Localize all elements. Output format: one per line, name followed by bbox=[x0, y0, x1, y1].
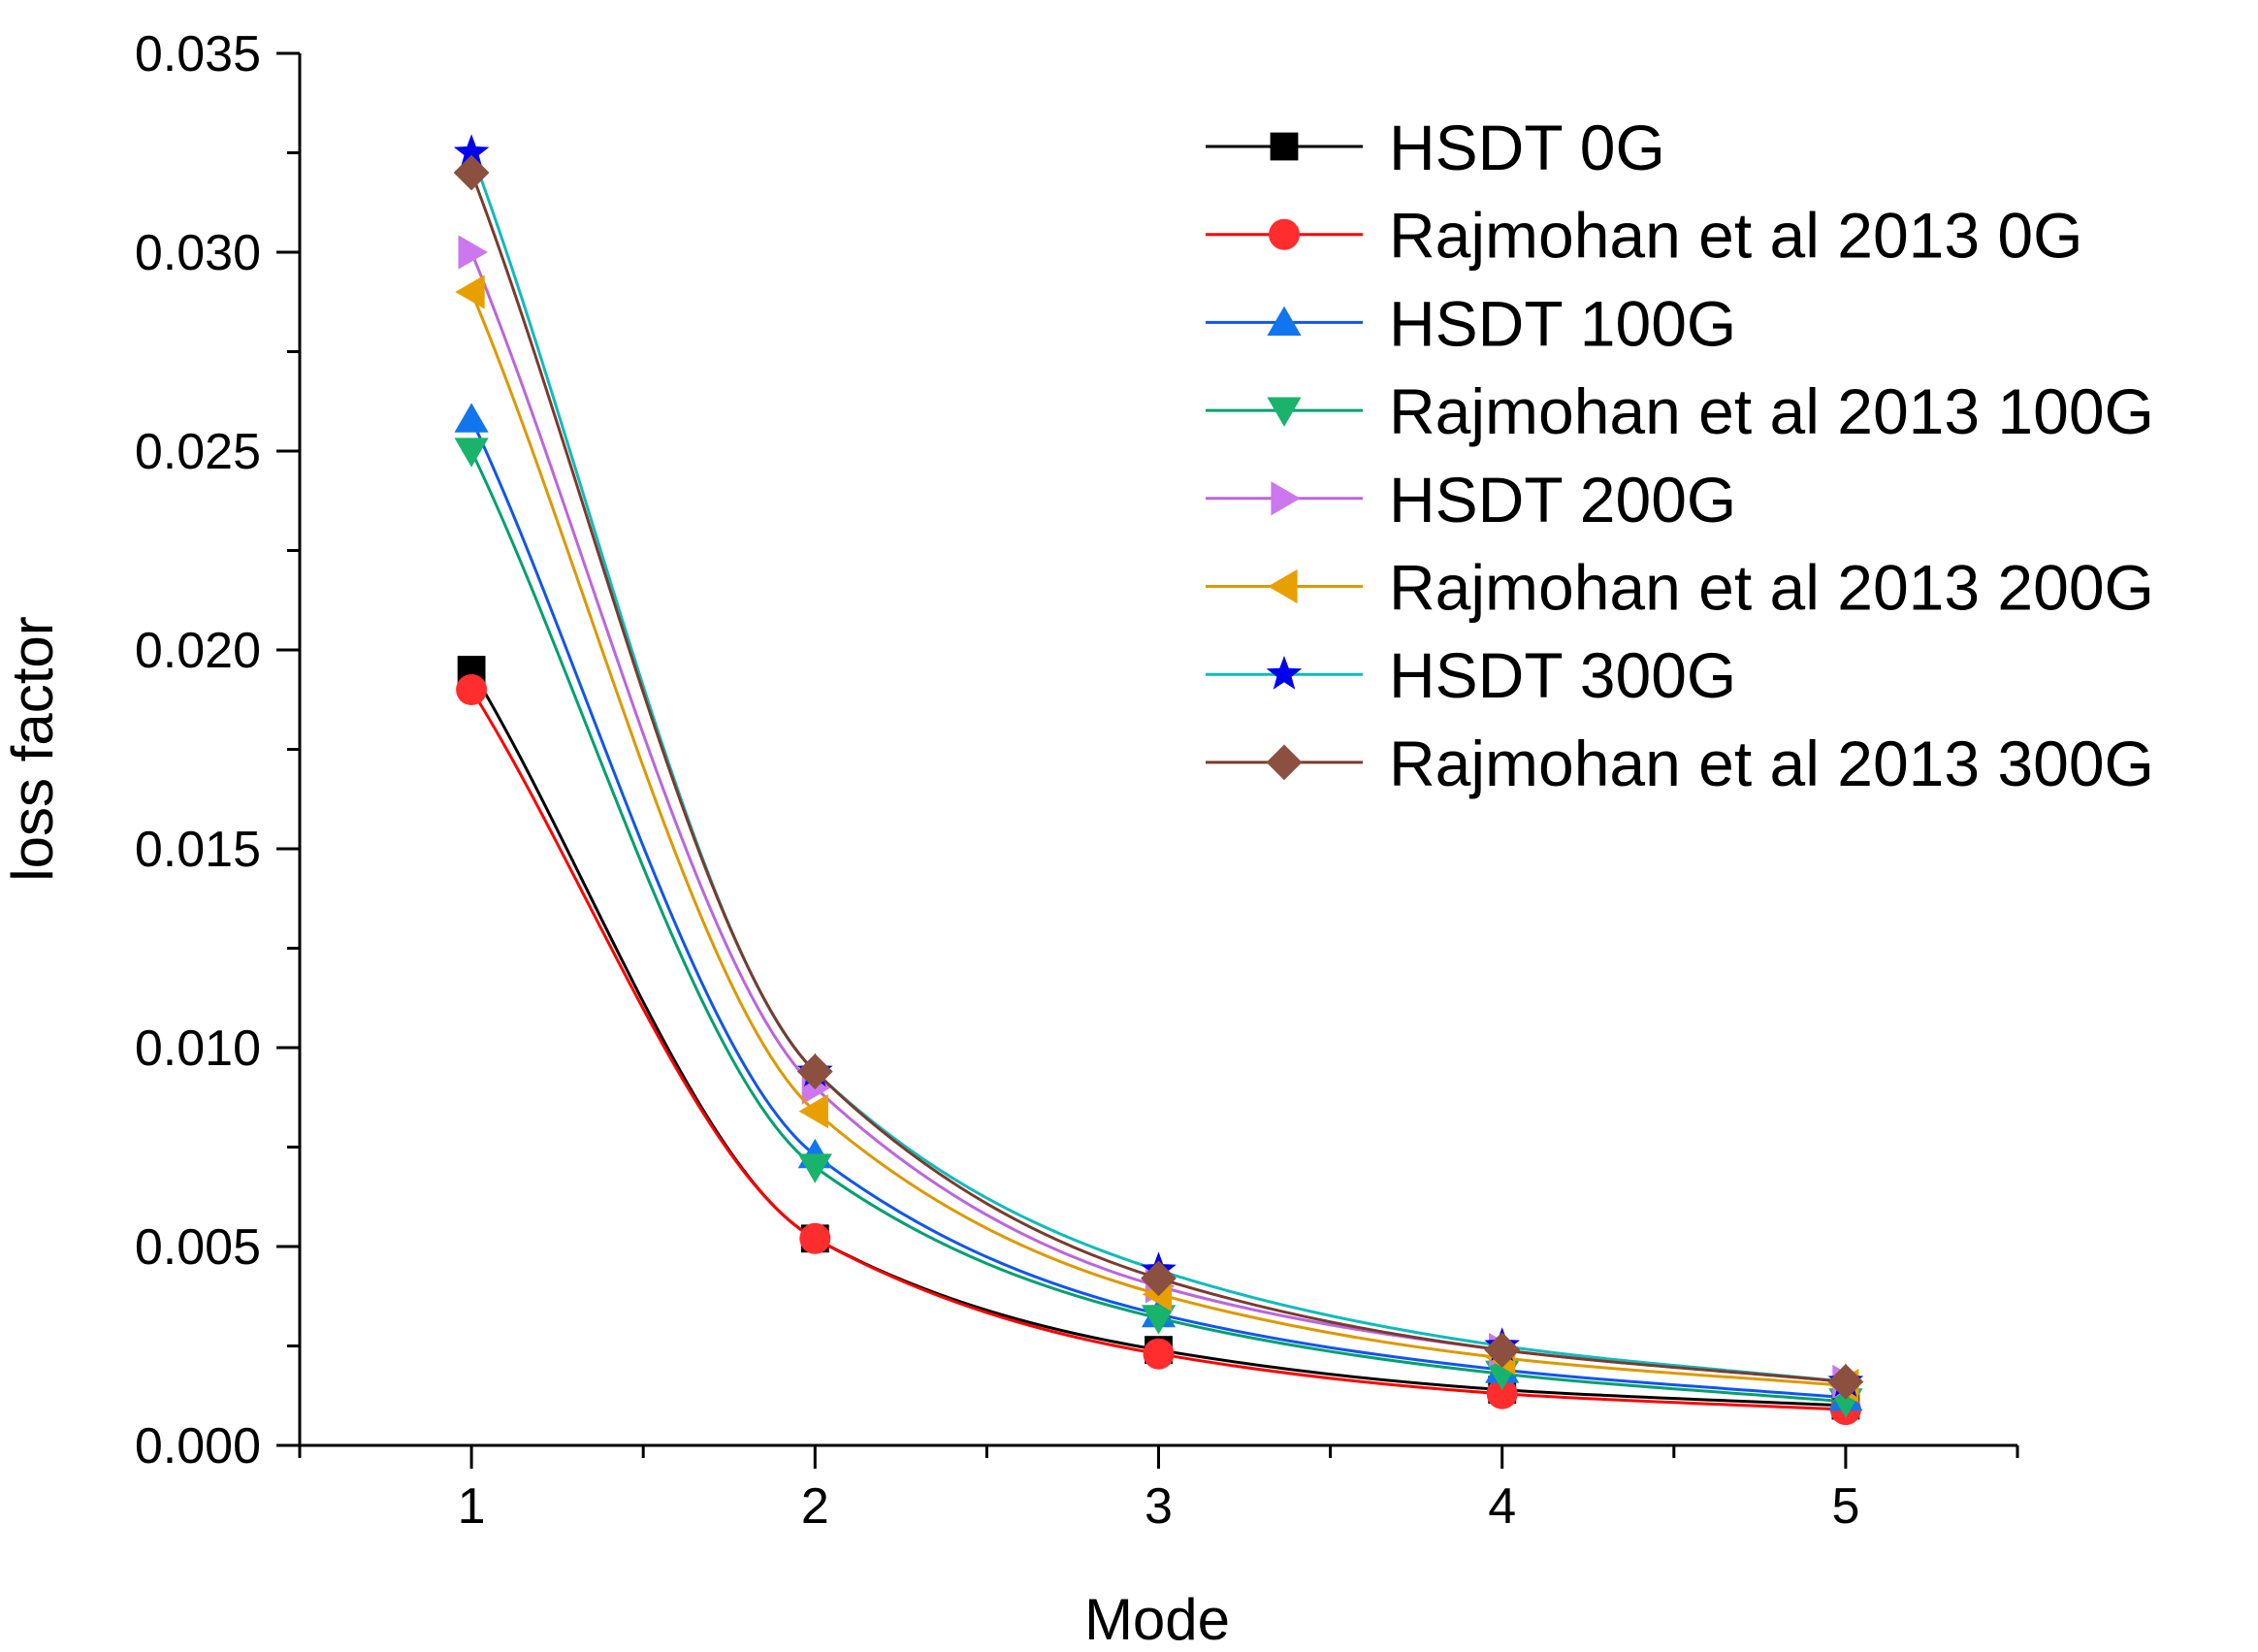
series-line bbox=[469, 668, 1846, 1408]
legend-label: HSDT 300G bbox=[1389, 639, 1736, 711]
series-line bbox=[469, 418, 1847, 1400]
y-tick-label: 0.030 bbox=[135, 225, 261, 281]
legend-item: HSDT 100G bbox=[1206, 287, 1736, 359]
plot-area bbox=[453, 134, 1864, 1426]
data-point-marker bbox=[454, 403, 489, 433]
legend-marker bbox=[1269, 218, 1300, 250]
x-axis-title: Mode bbox=[1084, 1587, 1230, 1652]
y-tick-label: 0.035 bbox=[135, 26, 261, 82]
data-point-marker bbox=[799, 1222, 831, 1254]
legend-marker bbox=[1266, 656, 1303, 690]
series-8 bbox=[453, 154, 1864, 1400]
series-line bbox=[469, 450, 1847, 1404]
data-point-marker bbox=[797, 1153, 832, 1183]
legend-item: Rajmohan et al 2013 100G bbox=[1206, 375, 2154, 447]
axis-ticks: 0.000 0.005 0.010 0.015 0.020 0.025 0.030 0.035… bbox=[135, 26, 2019, 1535]
x-tick-label: 5 bbox=[1831, 1478, 1859, 1535]
x-tick-label: 3 bbox=[1145, 1478, 1173, 1535]
data-point-marker bbox=[456, 674, 488, 705]
y-axis-title: loss factor bbox=[0, 616, 65, 881]
x-tick-label: 2 bbox=[801, 1478, 829, 1535]
legend-item: Rajmohan et al 2013 0G bbox=[1206, 200, 2082, 272]
series-line bbox=[469, 151, 1847, 1383]
legend-label: Rajmohan et al 2013 0G bbox=[1389, 200, 2082, 272]
data-point-marker bbox=[798, 1094, 828, 1129]
data-point-marker bbox=[1484, 1332, 1521, 1368]
data-point-marker bbox=[1486, 1377, 1518, 1409]
legend-marker bbox=[1267, 306, 1302, 336]
data-point-marker bbox=[796, 1053, 833, 1089]
legend-marker bbox=[1267, 397, 1302, 427]
legend-item: Rajmohan et al 2013 200G bbox=[1206, 552, 2154, 624]
series-line bbox=[469, 689, 1846, 1411]
legend-label: Rajmohan et al 2013 100G bbox=[1389, 375, 2154, 447]
legend-item: HSDT 0G bbox=[1206, 112, 1665, 183]
y-tick-label: 0.005 bbox=[135, 1219, 261, 1276]
data-point-marker bbox=[1143, 1338, 1175, 1370]
y-tick-label: 0.000 bbox=[135, 1418, 261, 1474]
data-point-marker bbox=[453, 154, 490, 191]
data-point-marker bbox=[455, 275, 485, 309]
legend-label: Rajmohan et al 2013 200G bbox=[1389, 552, 2154, 624]
legend-marker bbox=[1270, 132, 1299, 161]
series-line bbox=[469, 291, 1847, 1387]
legend-item: HSDT 200G bbox=[1206, 464, 1736, 535]
legend-item: Rajmohan et al 2013 300G bbox=[1206, 728, 2154, 799]
data-point-marker bbox=[1827, 1364, 1864, 1400]
legend-marker bbox=[1268, 568, 1298, 604]
x-tick-label: 1 bbox=[458, 1478, 486, 1535]
legend-label: HSDT 100G bbox=[1389, 287, 1736, 359]
data-point-marker bbox=[458, 235, 488, 270]
x-tick-label: 4 bbox=[1488, 1478, 1516, 1535]
data-point-marker bbox=[454, 437, 489, 468]
series-2 bbox=[456, 674, 1861, 1426]
y-tick-label: 0.015 bbox=[135, 822, 261, 878]
legend-item: HSDT 300G bbox=[1206, 639, 1736, 711]
legend: HSDT 0G Rajmohan et al 2013 0G HSDT 100G Ra… bbox=[1206, 112, 2154, 799]
series-line bbox=[469, 172, 1847, 1383]
legend-marker bbox=[1271, 481, 1301, 516]
legend-label: Rajmohan et al 2013 300G bbox=[1389, 728, 2154, 799]
data-point-marker bbox=[453, 134, 490, 168]
legend-label: HSDT 200G bbox=[1389, 464, 1736, 535]
y-tick-label: 0.020 bbox=[135, 623, 261, 679]
y-tick-label: 0.010 bbox=[135, 1020, 261, 1077]
data-point-marker bbox=[1141, 1305, 1177, 1335]
legend-marker bbox=[1266, 744, 1303, 781]
legend-label: HSDT 0G bbox=[1389, 112, 1665, 183]
data-point-marker bbox=[1141, 1260, 1177, 1297]
y-tick-label: 0.025 bbox=[135, 424, 261, 480]
